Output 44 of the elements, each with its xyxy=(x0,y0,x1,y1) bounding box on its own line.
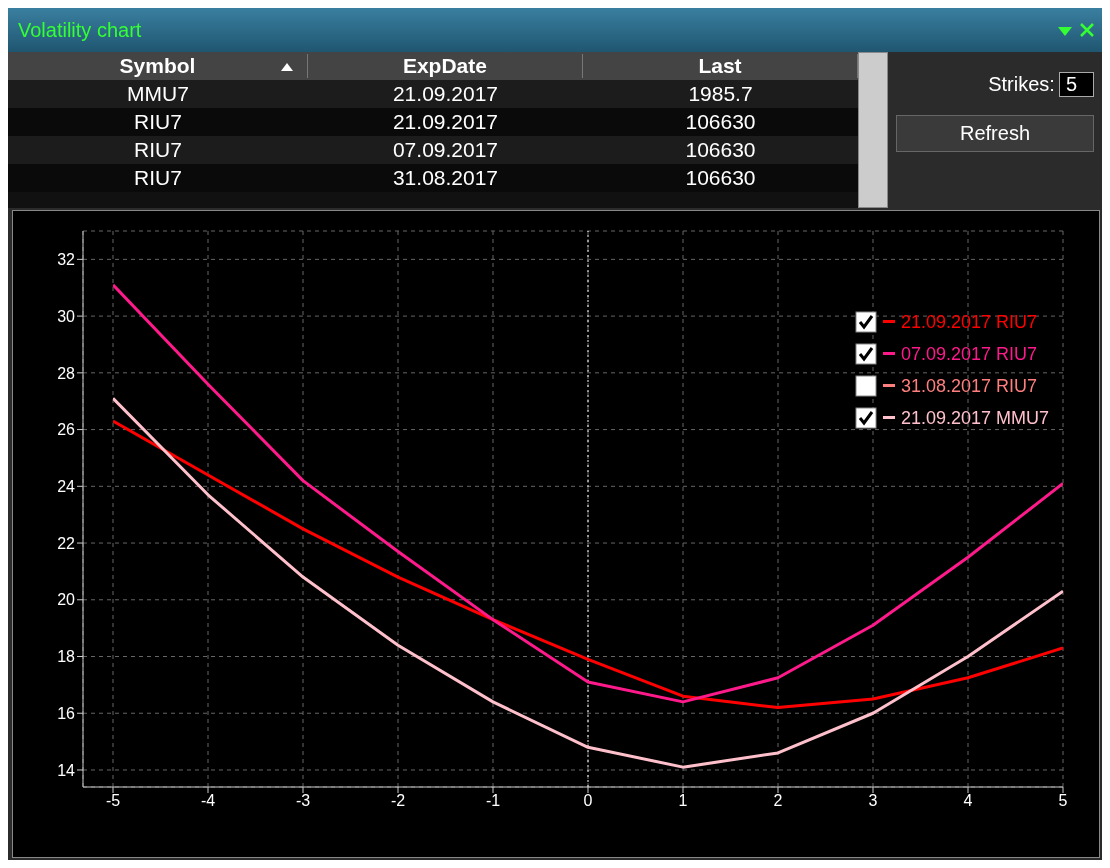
chart-title: Volatility chart xyxy=(8,8,1102,52)
text: Last xyxy=(582,54,858,78)
legend-label: 07.09.2017 RIU7 xyxy=(900,343,1038,365)
legend-label: 21.09.2017 RIU7 xyxy=(900,311,1038,333)
y-tick-label: 32 xyxy=(57,251,76,269)
y-tick-label: 18 xyxy=(57,648,76,666)
y-tick-label: 16 xyxy=(57,704,76,722)
text: 07.09.2017 xyxy=(391,138,500,162)
text: ExpDate xyxy=(307,54,583,78)
text: RIU7 xyxy=(133,110,183,134)
x-tick-label: -1 xyxy=(485,792,501,810)
x-tick-label: 5 xyxy=(1058,792,1068,810)
y-tick-label: 28 xyxy=(57,364,76,382)
y-tick-label: 30 xyxy=(57,307,76,325)
y-tick-label: 14 xyxy=(57,761,76,779)
text: MMU7 xyxy=(126,82,190,106)
x-tick-label: 1 xyxy=(678,792,688,810)
x-tick-label: -2 xyxy=(390,792,406,810)
text: 106630 xyxy=(684,110,757,134)
text: 5 xyxy=(1058,72,1094,97)
y-tick-label: 26 xyxy=(57,421,76,439)
text: 21.09.2017 xyxy=(391,82,500,106)
x-tick-label: 3 xyxy=(868,792,878,810)
legend-label: 21.09.2017 MMU7 xyxy=(900,407,1049,429)
text: 31.08.2017 xyxy=(391,166,500,190)
y-tick-label: 24 xyxy=(57,477,76,495)
y-tick-label: 20 xyxy=(57,591,76,609)
x-tick-label: -5 xyxy=(105,792,121,810)
legend-label: 31.08.2017 RIU7 xyxy=(900,375,1038,397)
text: RIU7 xyxy=(133,166,183,190)
text: Symbol xyxy=(8,54,308,78)
text: Strikes: xyxy=(988,73,1055,96)
text: 1985.7 xyxy=(687,82,754,106)
text: 21.09.2017 xyxy=(391,110,500,134)
x-tick-label: -4 xyxy=(200,792,216,810)
text: 106630 xyxy=(684,166,757,190)
text: Refresh xyxy=(896,115,1094,152)
x-tick-label: -3 xyxy=(295,792,311,810)
x-tick-label: 2 xyxy=(773,792,783,810)
x-tick-label: 4 xyxy=(963,792,973,810)
text: 106630 xyxy=(684,138,757,162)
y-tick-label: 22 xyxy=(57,534,76,552)
x-tick-label: 0 xyxy=(583,792,593,810)
text: RIU7 xyxy=(133,138,183,162)
